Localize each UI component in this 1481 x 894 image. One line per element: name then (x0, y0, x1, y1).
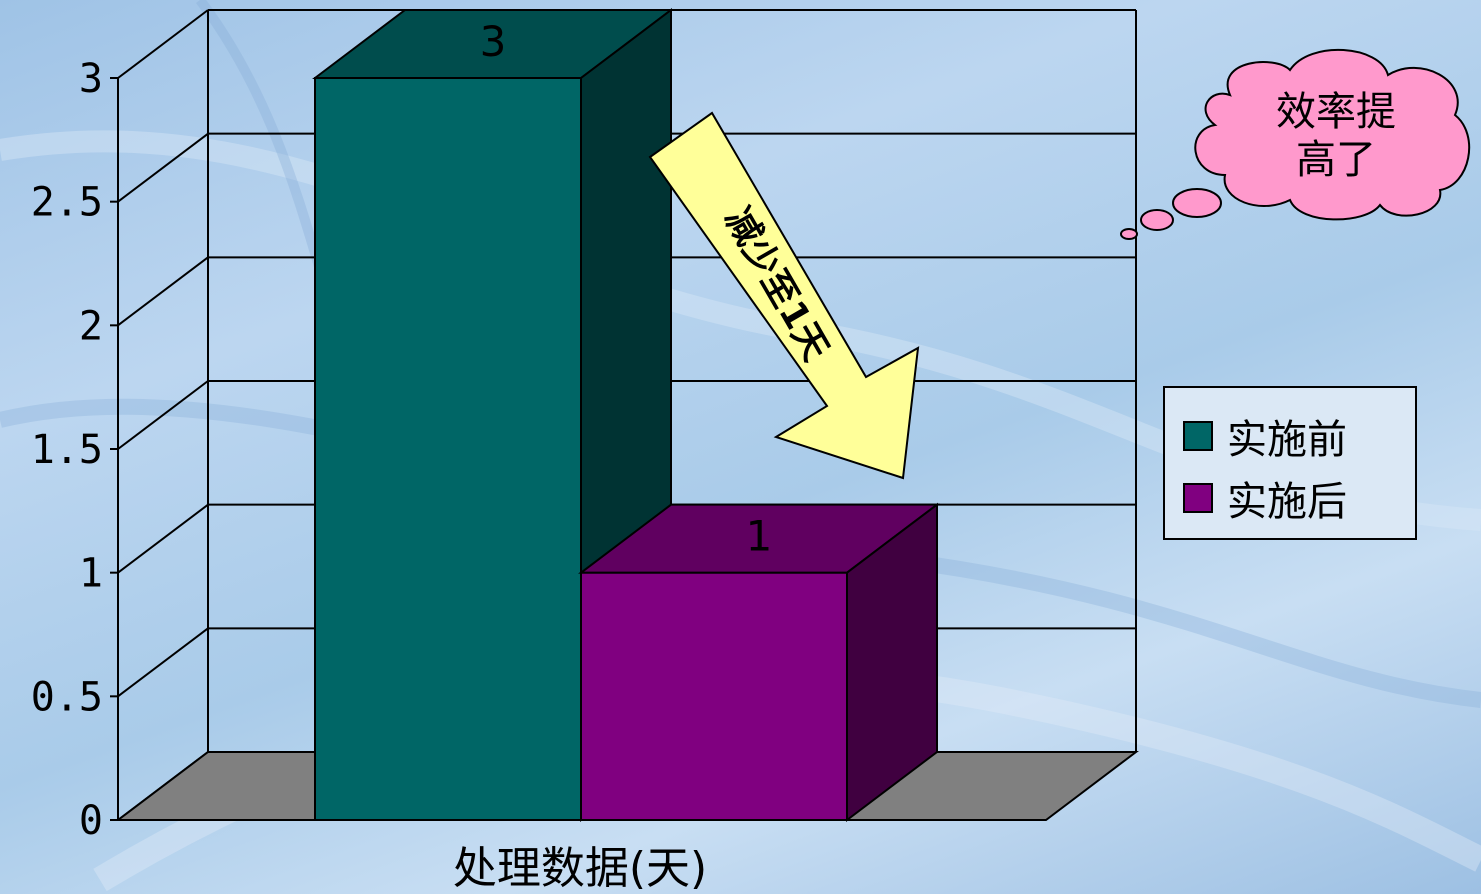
y-tick-label: 3 (79, 56, 103, 102)
bar-front (314, 77, 582, 821)
gridline-side (117, 9, 209, 79)
bar-side (846, 502, 938, 823)
legend-swatch-before (1183, 421, 1213, 451)
callout-text: 效率提 高了 (1236, 88, 1436, 184)
gridline-side (117, 503, 209, 574)
gridline-side (117, 132, 209, 203)
callout-line-1: 效率提 (1276, 89, 1396, 135)
bars (312, 7, 940, 823)
y-tick-label: 1.5 (31, 427, 103, 473)
callout-line-2: 高了 (1296, 137, 1376, 183)
y-tick-label: 0 (79, 798, 103, 844)
legend-label-before: 实施前 (1227, 417, 1347, 463)
y-tick-label: 0.5 (31, 674, 103, 720)
legend-swatch-after (1183, 483, 1213, 513)
y-tick-label: 1 (79, 551, 103, 597)
data-label: 1 (746, 512, 773, 561)
legend-item-after: 实施后 (1183, 468, 1347, 528)
legend-item-before: 实施前 (1183, 406, 1347, 466)
decrease-arrow: 减少至1天 (648, 111, 920, 480)
data-labels: 31 (480, 17, 773, 561)
legend: 实施前 实施后 (1163, 386, 1417, 540)
y-tick-label: 2.5 (31, 180, 103, 226)
x-axis-label: 处理数据(天) (453, 843, 707, 894)
y-tick-label: 2 (79, 303, 103, 349)
legend-label-after: 实施后 (1227, 479, 1347, 525)
gridline-side (117, 256, 209, 327)
gridline-side (117, 627, 209, 698)
gridline-side (117, 380, 209, 450)
y-axis-ticks: 0 0.5 1 1.5 2 2.5 3 (31, 56, 118, 844)
data-label: 3 (480, 17, 507, 66)
bar-front (580, 571, 848, 822)
bar-after (578, 502, 940, 823)
thought-bubble (1120, 49, 1471, 240)
